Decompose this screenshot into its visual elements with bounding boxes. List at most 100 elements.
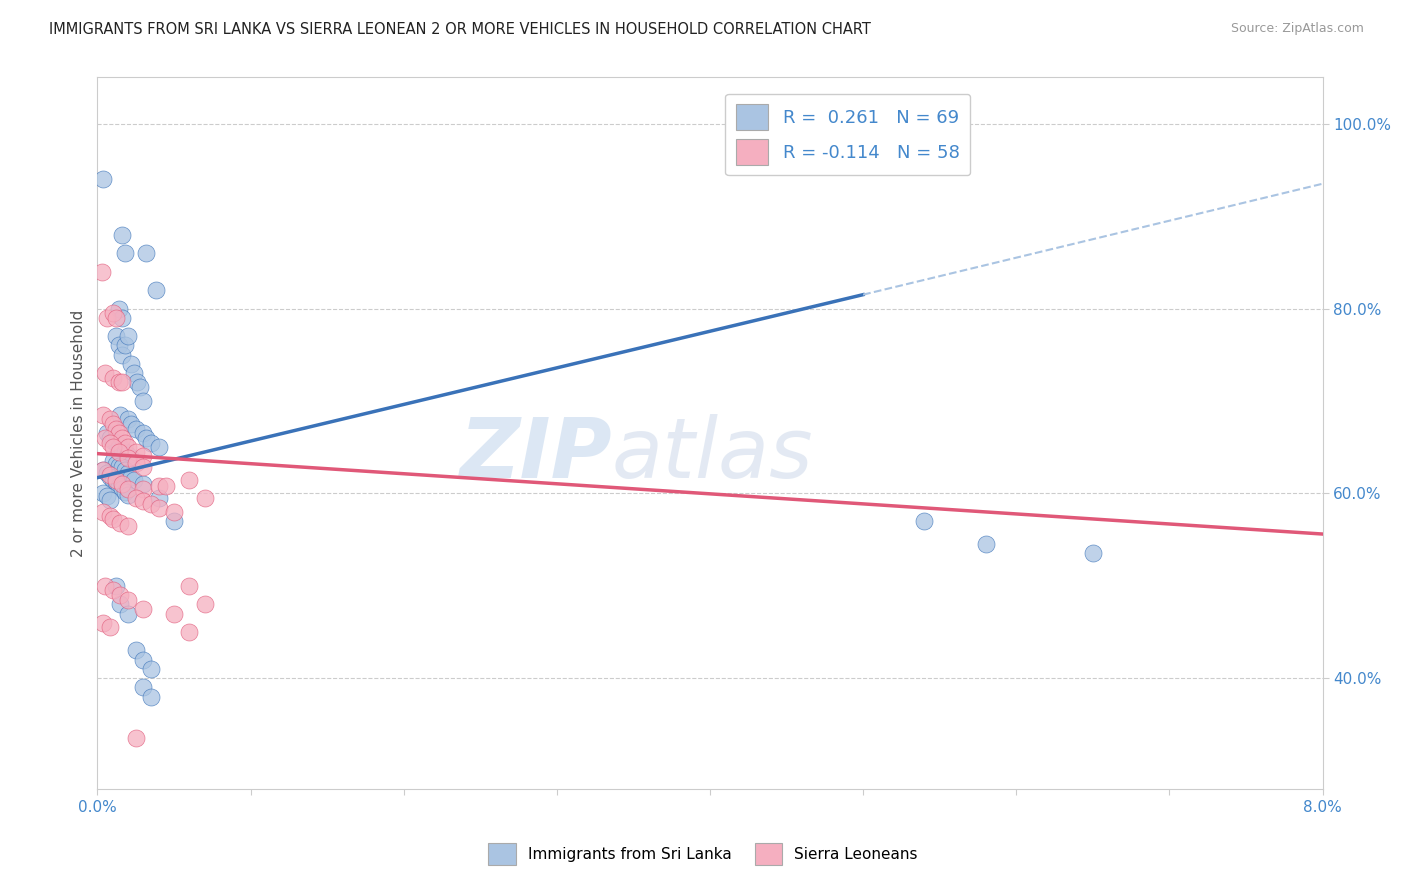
Point bbox=[96, 426, 118, 441]
Point bbox=[111, 227, 134, 242]
Point bbox=[107, 301, 129, 316]
Point bbox=[94, 579, 117, 593]
Point bbox=[117, 488, 139, 502]
Point bbox=[148, 491, 170, 505]
Point bbox=[111, 348, 134, 362]
Point bbox=[145, 283, 167, 297]
Text: ZIP: ZIP bbox=[460, 414, 612, 495]
Point bbox=[117, 466, 139, 480]
Point bbox=[93, 463, 115, 477]
Point bbox=[124, 444, 146, 458]
Point bbox=[98, 620, 121, 634]
Point bbox=[104, 422, 127, 436]
Point bbox=[96, 466, 118, 480]
Point bbox=[132, 493, 155, 508]
Point bbox=[104, 435, 127, 450]
Point bbox=[193, 597, 215, 611]
Point bbox=[98, 412, 121, 426]
Point bbox=[193, 491, 215, 505]
Point bbox=[111, 460, 134, 475]
Point bbox=[148, 479, 170, 493]
Point bbox=[93, 505, 115, 519]
Point bbox=[122, 473, 145, 487]
Point bbox=[135, 431, 157, 445]
Y-axis label: 2 or more Vehicles in Household: 2 or more Vehicles in Household bbox=[72, 310, 86, 557]
Point bbox=[117, 518, 139, 533]
Point bbox=[135, 246, 157, 260]
Point bbox=[179, 579, 201, 593]
Point bbox=[120, 451, 142, 466]
Point bbox=[114, 444, 136, 458]
Point bbox=[104, 475, 127, 490]
Point bbox=[117, 440, 139, 454]
Point bbox=[132, 450, 155, 464]
Point bbox=[148, 440, 170, 454]
Point bbox=[93, 408, 115, 422]
Point bbox=[107, 438, 129, 452]
Point bbox=[117, 412, 139, 426]
Point bbox=[124, 643, 146, 657]
Point bbox=[101, 417, 124, 431]
Point bbox=[107, 338, 129, 352]
Point bbox=[107, 458, 129, 473]
Point bbox=[912, 514, 935, 528]
Point bbox=[117, 448, 139, 462]
Point bbox=[101, 371, 124, 385]
Point bbox=[132, 602, 155, 616]
Point bbox=[93, 486, 115, 500]
Point bbox=[98, 509, 121, 524]
Point bbox=[94, 366, 117, 380]
Point bbox=[101, 454, 124, 468]
Point bbox=[163, 505, 186, 519]
Point bbox=[114, 435, 136, 450]
Point bbox=[104, 473, 127, 487]
Point bbox=[93, 463, 115, 477]
Point bbox=[111, 310, 134, 325]
Point bbox=[163, 607, 186, 621]
Point bbox=[179, 625, 201, 640]
Point bbox=[127, 376, 149, 390]
Point bbox=[107, 426, 129, 441]
Point bbox=[124, 491, 146, 505]
Point bbox=[91, 264, 114, 278]
Point bbox=[120, 357, 142, 371]
Point bbox=[111, 442, 134, 456]
Point bbox=[132, 460, 155, 475]
Point bbox=[132, 477, 155, 491]
Point bbox=[104, 310, 127, 325]
Point bbox=[139, 498, 162, 512]
Point bbox=[139, 662, 162, 676]
Point bbox=[96, 489, 118, 503]
Point bbox=[104, 579, 127, 593]
Point bbox=[148, 501, 170, 516]
Point bbox=[117, 482, 139, 496]
Point bbox=[101, 583, 124, 598]
Point bbox=[110, 408, 132, 422]
Point bbox=[974, 537, 997, 551]
Text: Source: ZipAtlas.com: Source: ZipAtlas.com bbox=[1230, 22, 1364, 36]
Point bbox=[101, 512, 124, 526]
Point bbox=[117, 607, 139, 621]
Point bbox=[117, 329, 139, 343]
Point bbox=[98, 469, 121, 483]
Point bbox=[111, 376, 134, 390]
Point bbox=[98, 492, 121, 507]
Point bbox=[93, 172, 115, 186]
Point bbox=[132, 393, 155, 408]
Point bbox=[111, 431, 134, 445]
Point bbox=[139, 690, 162, 704]
Point bbox=[132, 681, 155, 695]
Legend: R =  0.261   N = 69, R = -0.114   N = 58: R = 0.261 N = 69, R = -0.114 N = 58 bbox=[725, 94, 970, 176]
Point bbox=[179, 473, 201, 487]
Point bbox=[117, 451, 139, 466]
Point bbox=[107, 444, 129, 458]
Text: IMMIGRANTS FROM SRI LANKA VS SIERRA LEONEAN 2 OR MORE VEHICLES IN HOUSEHOLD CORR: IMMIGRANTS FROM SRI LANKA VS SIERRA LEON… bbox=[49, 22, 872, 37]
Text: atlas: atlas bbox=[612, 414, 814, 495]
Point bbox=[114, 463, 136, 477]
Point bbox=[120, 417, 142, 431]
Point bbox=[120, 469, 142, 483]
Point bbox=[111, 477, 134, 491]
Point bbox=[94, 431, 117, 445]
Point bbox=[114, 246, 136, 260]
Point bbox=[139, 435, 162, 450]
